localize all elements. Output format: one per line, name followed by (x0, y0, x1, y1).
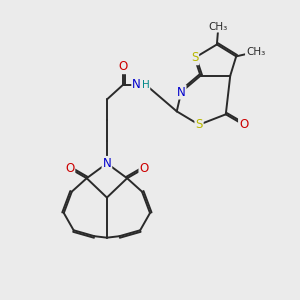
Text: CH₃: CH₃ (246, 47, 265, 57)
Text: N: N (132, 78, 141, 91)
Text: O: O (239, 118, 248, 131)
Text: N: N (103, 157, 111, 170)
Text: O: O (140, 162, 149, 175)
Text: N: N (177, 85, 186, 98)
Text: S: S (195, 118, 203, 131)
Text: CH₃: CH₃ (209, 22, 228, 32)
Text: H: H (142, 80, 149, 90)
Text: S: S (191, 51, 198, 64)
Text: O: O (118, 60, 128, 73)
Text: O: O (65, 162, 74, 175)
